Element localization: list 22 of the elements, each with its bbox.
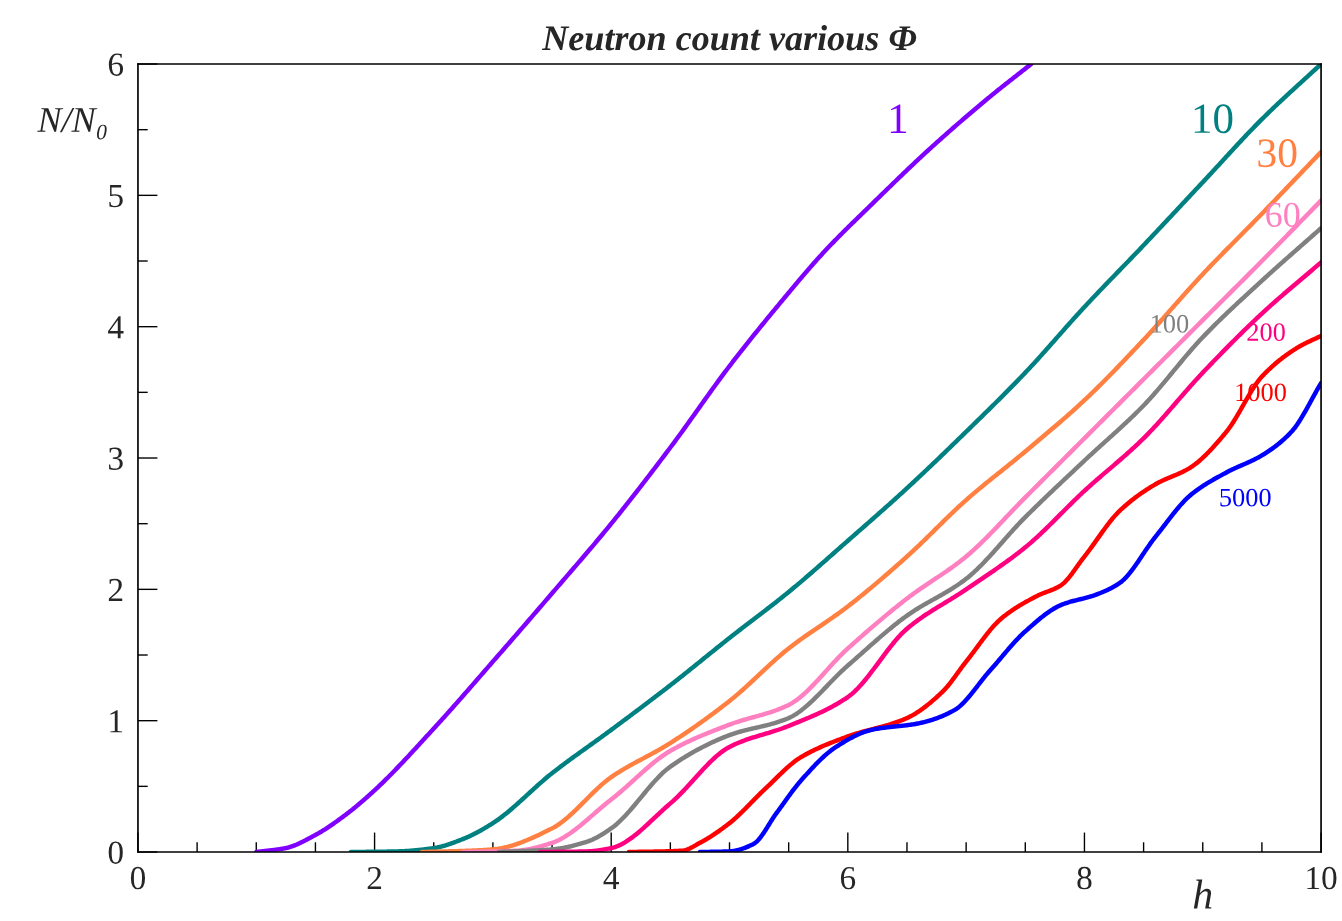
y-tick-label: 3 xyxy=(109,447,123,470)
y-tick-label: 0 xyxy=(108,841,123,864)
chart-title: Neutron count various Φ xyxy=(541,25,917,51)
x-axis-title: h xyxy=(1193,879,1212,909)
series-label: 5000 xyxy=(1220,488,1271,507)
y-tick-label: 6 xyxy=(108,53,124,76)
y-tick-label: 1 xyxy=(110,710,123,733)
x-tick-label: 10 xyxy=(1307,866,1337,890)
series-label: 60 xyxy=(1266,202,1300,227)
y-tick-label: 5 xyxy=(109,185,123,208)
series-label: 200 xyxy=(1247,323,1285,341)
x-tick-label: 2 xyxy=(367,866,382,890)
x-tick-label: 0 xyxy=(130,866,146,890)
x-tick-label: 8 xyxy=(1077,866,1092,890)
series-label: 1 xyxy=(890,104,907,133)
series-label: 30 xyxy=(1258,139,1297,168)
y-tick-label: 4 xyxy=(108,316,124,339)
x-tick-label: 6 xyxy=(840,866,856,890)
y-tick-label: 2 xyxy=(108,578,123,601)
y-axis-title: N/N₀ xyxy=(37,107,107,140)
series-label: 10 xyxy=(1194,104,1233,134)
x-tick-label: 4 xyxy=(603,867,620,890)
